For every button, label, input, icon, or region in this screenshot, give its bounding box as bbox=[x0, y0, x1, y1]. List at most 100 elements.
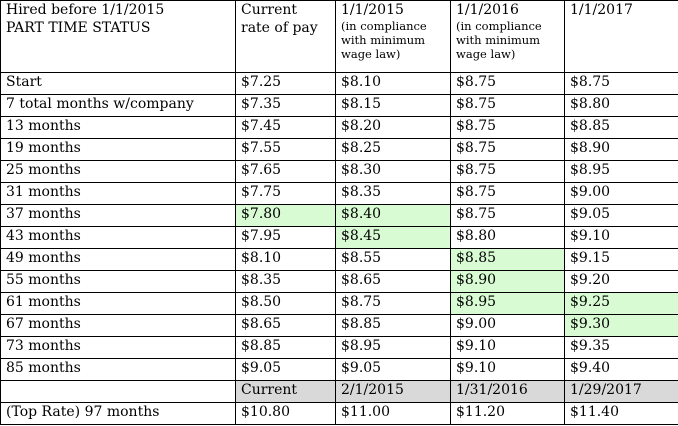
header-line: 1/1/2017 bbox=[570, 2, 633, 18]
row-label: 19 months bbox=[0, 138, 236, 161]
rate-cell: $8.35 bbox=[235, 270, 336, 293]
effective-date-row: Current 2/1/2015 1/31/2016 1/29/2017 bbox=[0, 380, 678, 403]
rate-cell: $8.80 bbox=[564, 94, 678, 117]
rate-cell: $8.10 bbox=[335, 72, 451, 95]
rate-cell: $9.30 bbox=[564, 314, 678, 337]
row-label: 67 months bbox=[0, 314, 236, 337]
rate-cell: $8.10 bbox=[235, 248, 336, 271]
top-rate-cell: $11.40 bbox=[564, 402, 678, 425]
rate-cell: $7.25 bbox=[235, 72, 336, 95]
rate-cell: $8.75 bbox=[450, 160, 565, 183]
rate-cell: $9.25 bbox=[564, 292, 678, 315]
rate-cell: $8.75 bbox=[450, 138, 565, 161]
rate-cell: $8.25 bbox=[335, 138, 451, 161]
rate-cell: $9.40 bbox=[564, 358, 678, 381]
rate-cell: $8.75 bbox=[450, 204, 565, 227]
table-row: 7 total months w/company $7.35 $8.15 $8.75 $… bbox=[0, 94, 678, 117]
rate-cell: $9.35 bbox=[564, 336, 678, 359]
header-note: (in compliance bbox=[341, 19, 427, 33]
rate-cell: $8.85 bbox=[564, 116, 678, 139]
row-label: 49 months bbox=[0, 248, 236, 271]
rate-cell: $8.90 bbox=[450, 270, 565, 293]
rate-cell: $8.75 bbox=[564, 72, 678, 95]
header-current-rate: Current rate of pay bbox=[235, 0, 336, 73]
rate-cell: $8.95 bbox=[564, 160, 678, 183]
row-label: 31 months bbox=[0, 182, 236, 205]
table-row: 49 months $8.10 $8.55 $8.85 $9.15 bbox=[0, 248, 678, 271]
rate-cell: $8.65 bbox=[235, 314, 336, 337]
header-line: 1/1/2015 bbox=[341, 2, 404, 18]
top-rate-label: (Top Rate) 97 months bbox=[0, 402, 236, 425]
rate-cell: $8.40 bbox=[335, 204, 451, 227]
header-row-label: Hired before 1/1/2015 PART TIME STATUS bbox=[0, 0, 236, 73]
table-row: 55 months $8.35 $8.65 $8.90 $9.20 bbox=[0, 270, 678, 293]
table-row: 31 months $7.75 $8.35 $8.75 $9.00 bbox=[0, 182, 678, 205]
rate-cell: $8.30 bbox=[335, 160, 451, 183]
header-2016: 1/1/2016 (in compliance with minimum wag… bbox=[450, 0, 565, 73]
table-row: 73 months $8.85 $8.95 $9.10 $9.35 bbox=[0, 336, 678, 359]
row-label: 55 months bbox=[0, 270, 236, 293]
rate-cell: $7.80 bbox=[235, 204, 336, 227]
rate-cell: $8.90 bbox=[564, 138, 678, 161]
header-2017: 1/1/2017 bbox=[564, 0, 678, 73]
rate-cell: $8.65 bbox=[335, 270, 451, 293]
rate-cell: $8.75 bbox=[450, 182, 565, 205]
header-2015: 1/1/2015 (in compliance with minimum wag… bbox=[335, 0, 451, 73]
rate-cell: $8.35 bbox=[335, 182, 451, 205]
rate-cell: $8.95 bbox=[450, 292, 565, 315]
top-rate-row: (Top Rate) 97 months $10.80 $11.00 $11.2… bbox=[0, 402, 678, 425]
rate-cell: $9.05 bbox=[335, 358, 451, 381]
row-label: 85 months bbox=[0, 358, 236, 381]
row-label: 43 months bbox=[0, 226, 236, 249]
rate-cell: $8.55 bbox=[335, 248, 451, 271]
rate-cell: $7.35 bbox=[235, 94, 336, 117]
rate-cell: $7.95 bbox=[235, 226, 336, 249]
rate-cell: $8.85 bbox=[235, 336, 336, 359]
rate-cell: $8.75 bbox=[450, 116, 565, 139]
table-row: 61 months $8.50 $8.75 $8.95 $9.25 bbox=[0, 292, 678, 315]
rate-cell: $8.75 bbox=[450, 94, 565, 117]
rate-cell: $9.00 bbox=[564, 182, 678, 205]
header-line: Hired before 1/1/2015 bbox=[6, 2, 165, 18]
rate-cell: $8.20 bbox=[335, 116, 451, 139]
rate-cell: $9.10 bbox=[450, 336, 565, 359]
header-line: rate of pay bbox=[241, 20, 318, 36]
rate-cell: $8.45 bbox=[335, 226, 451, 249]
effective-date-cell: 1/31/2016 bbox=[450, 380, 565, 403]
table-row: 43 months $7.95 $8.45 $8.80 $9.10 bbox=[0, 226, 678, 249]
header-note: wage law) bbox=[341, 47, 401, 61]
rate-cell: $9.15 bbox=[564, 248, 678, 271]
table-row: 25 months $7.65 $8.30 $8.75 $8.95 bbox=[0, 160, 678, 183]
table-row: 19 months $7.55 $8.25 $8.75 $8.90 bbox=[0, 138, 678, 161]
effective-date-cell: 2/1/2015 bbox=[335, 380, 451, 403]
row-label: 37 months bbox=[0, 204, 236, 227]
header-note: with minimum bbox=[456, 33, 541, 47]
row-label: 13 months bbox=[0, 116, 236, 139]
rate-cell: $9.05 bbox=[235, 358, 336, 381]
row-label: 7 total months w/company bbox=[0, 94, 236, 117]
table-row: 37 months $7.80 $8.40 $8.75 $9.05 bbox=[0, 204, 678, 227]
row-label: Start bbox=[0, 72, 236, 95]
rate-cell: $8.85 bbox=[450, 248, 565, 271]
table-body: Start $7.25 $8.10 $8.75 $8.75 7 total months … bbox=[0, 72, 678, 381]
row-label: 25 months bbox=[0, 160, 236, 183]
rate-cell: $7.55 bbox=[235, 138, 336, 161]
rate-cell: $8.75 bbox=[335, 292, 451, 315]
header-row: Hired before 1/1/2015 PART TIME STATUS C… bbox=[0, 0, 678, 73]
top-rate-cell: $11.20 bbox=[450, 402, 565, 425]
rate-cell: $7.65 bbox=[235, 160, 336, 183]
header-note: wage law) bbox=[456, 47, 516, 61]
rate-cell: $8.85 bbox=[335, 314, 451, 337]
rate-cell: $8.15 bbox=[335, 94, 451, 117]
table-row: Start $7.25 $8.10 $8.75 $8.75 bbox=[0, 72, 678, 95]
header-note: (in compliance bbox=[456, 19, 542, 33]
rate-cell: $9.10 bbox=[564, 226, 678, 249]
rate-cell: $8.80 bbox=[450, 226, 565, 249]
rate-cell: $9.05 bbox=[564, 204, 678, 227]
rate-cell: $9.20 bbox=[564, 270, 678, 293]
table-row: 67 months $8.65 $8.85 $9.00 $9.30 bbox=[0, 314, 678, 337]
rate-cell: $8.75 bbox=[450, 72, 565, 95]
row-label: 61 months bbox=[0, 292, 236, 315]
header-line: Current bbox=[241, 2, 298, 18]
